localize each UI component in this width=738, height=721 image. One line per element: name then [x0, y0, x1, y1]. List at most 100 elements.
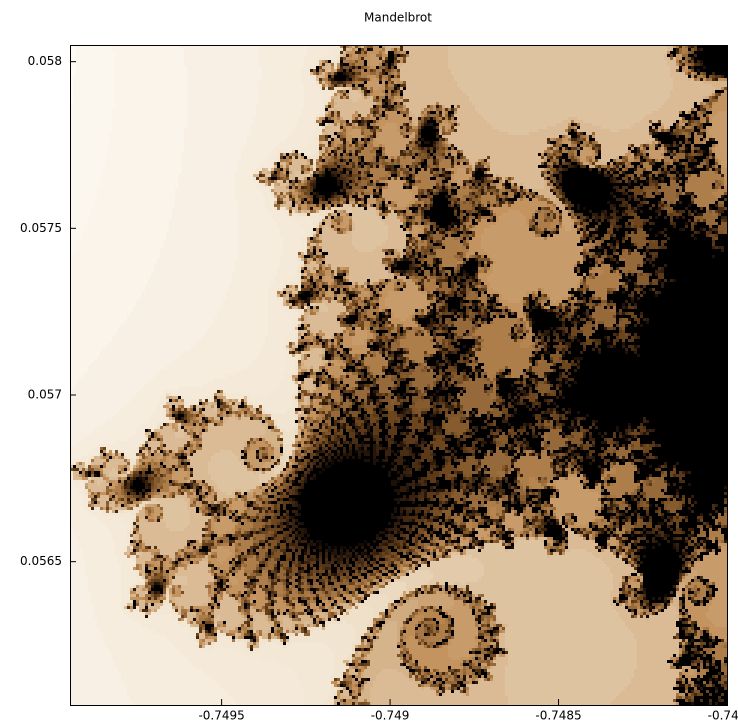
pixel-run	[325, 138, 328, 141]
pixel-run	[388, 183, 403, 186]
pixel-run	[487, 264, 490, 267]
pixel-run	[433, 252, 436, 255]
pixel-run	[385, 255, 391, 258]
pixel-run	[418, 264, 421, 267]
pixel-run	[634, 123, 649, 126]
pixel-run	[445, 150, 448, 153]
pixel-run	[274, 186, 286, 189]
pixel-run	[241, 150, 271, 153]
pixel-run	[316, 177, 337, 180]
pixel-run	[439, 192, 448, 195]
pixel-run	[355, 87, 358, 90]
pixel-run	[364, 96, 367, 99]
pixel-run	[415, 126, 418, 129]
pixel-run	[346, 96, 349, 99]
pixel-run	[262, 168, 265, 171]
pixel-run	[715, 150, 727, 153]
pixel-run	[181, 156, 241, 159]
pixel-run	[715, 237, 718, 240]
pixel-run	[679, 120, 682, 123]
pixel-run	[685, 174, 688, 177]
pixel-run	[631, 231, 634, 234]
pixel-run	[448, 150, 451, 153]
pixel-run	[367, 66, 370, 69]
pixel-run	[634, 228, 637, 231]
pixel-run	[703, 123, 712, 126]
pixel-run	[373, 90, 382, 93]
pixel-run	[691, 159, 694, 162]
pixel-run	[646, 237, 667, 240]
pixel-run	[598, 261, 601, 264]
pixel-run	[580, 270, 589, 273]
pixel-run	[649, 129, 652, 132]
pixel-run	[316, 81, 319, 84]
pixel-run	[439, 231, 442, 234]
pixel-run	[667, 201, 670, 204]
pixel-run	[466, 240, 469, 243]
pixel-run	[496, 201, 499, 204]
pixel-run	[292, 162, 307, 165]
pixel-run	[385, 81, 388, 84]
pixel-run	[712, 186, 715, 189]
pixel-run	[703, 114, 706, 117]
pixel-run	[682, 144, 685, 147]
pixel-run	[532, 192, 535, 195]
pixel-run	[667, 63, 676, 66]
pixel-run	[457, 153, 460, 156]
pixel-run	[595, 216, 601, 219]
pixel-run	[700, 120, 703, 123]
pixel-run	[550, 174, 553, 177]
pixel-run	[439, 138, 442, 141]
pixel-run	[697, 114, 700, 117]
pixel-run	[487, 192, 490, 195]
pixel-run	[457, 270, 460, 273]
pixel-run	[550, 210, 553, 213]
pixel-run	[637, 246, 643, 249]
pixel-run	[706, 111, 712, 114]
pixel-run	[433, 189, 436, 192]
pixel-run	[301, 114, 316, 117]
pixel-run	[712, 246, 715, 249]
pixel-run	[670, 90, 712, 93]
pixel-run	[271, 150, 277, 153]
pixel-run	[382, 90, 385, 93]
pixel-run	[373, 135, 376, 138]
pixel-run	[574, 270, 577, 273]
pixel-run	[622, 252, 628, 255]
pixel-run	[595, 255, 598, 258]
pixel-run	[406, 237, 409, 240]
pixel-run	[508, 192, 514, 195]
pixel-run	[364, 201, 367, 204]
pixel-run	[361, 135, 364, 138]
pixel-run	[457, 261, 463, 264]
pixel-run	[670, 201, 673, 204]
pixel-run	[307, 270, 310, 273]
pixel-run	[268, 156, 277, 159]
pixel-run	[409, 216, 412, 219]
pixel-run	[694, 126, 697, 129]
pixel-run	[331, 171, 337, 174]
pixel-run	[307, 213, 310, 216]
pixel-run	[364, 60, 367, 63]
pixel-run	[382, 189, 409, 192]
pixel-run	[625, 180, 628, 183]
pixel-run	[487, 261, 490, 264]
pixel-run	[457, 225, 460, 228]
pixel-run	[658, 180, 661, 183]
pixel-run	[568, 204, 574, 207]
pixel-run	[424, 117, 427, 120]
pixel-run	[382, 72, 385, 75]
pixel-run	[316, 192, 319, 195]
pixel-run	[595, 138, 652, 141]
pixel-run	[355, 192, 358, 195]
pixel-run	[334, 132, 337, 135]
pixel-run	[724, 249, 727, 252]
pixel-run	[658, 126, 661, 129]
pixel-run	[397, 174, 400, 177]
pixel-run	[685, 63, 688, 66]
pixel-run	[601, 168, 604, 171]
pixel-run	[415, 132, 418, 135]
pixel-run	[619, 261, 625, 264]
pixel-run	[304, 228, 313, 231]
pixel-run	[556, 141, 559, 144]
